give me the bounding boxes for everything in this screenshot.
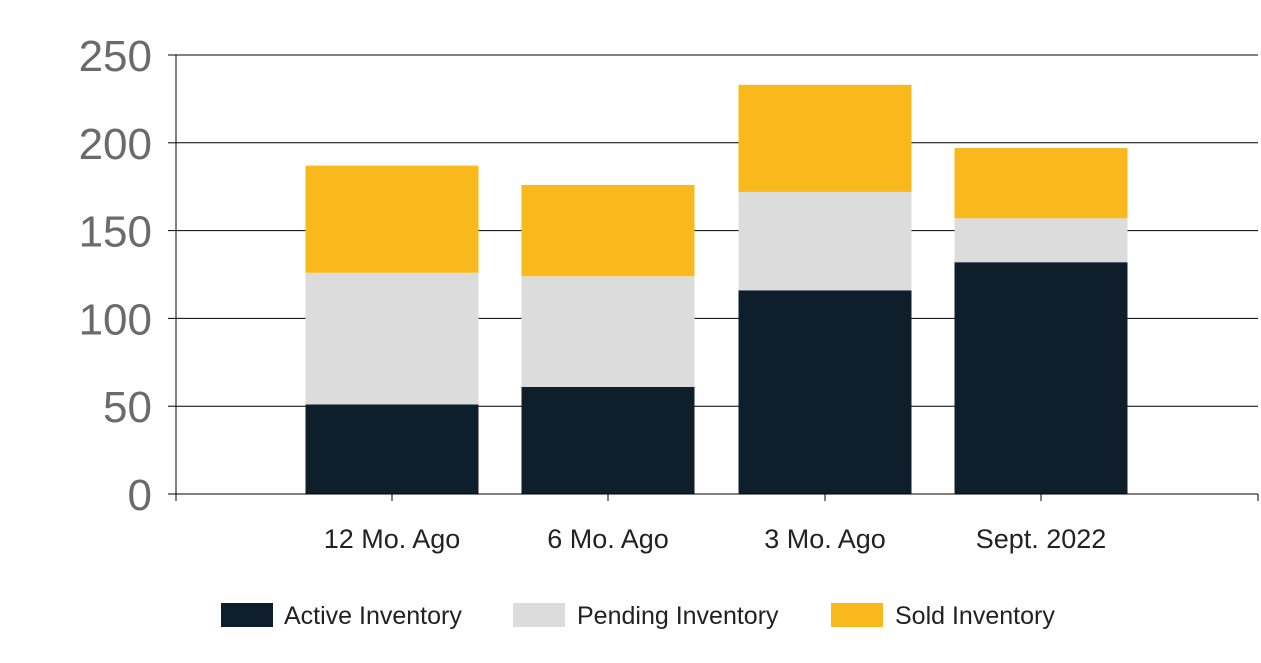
legend-swatch [221,603,273,627]
bar-sold-inventory [954,148,1128,219]
bar-sold-inventory [738,84,912,192]
y-tick-label: 50 [103,383,152,432]
legend: Active Inventory Pending Inventory Sold In… [221,602,1055,630]
x-tick-label: Sept. 2022 [976,524,1107,554]
y-tick-labels: 0 50 100 150 200 250 [79,32,152,520]
x-tick-label: 3 Mo. Ago [764,524,886,554]
x-tick-labels: 12 Mo. Ago 6 Mo. Ago 3 Mo. Ago Sept. 2022 [324,524,1107,554]
y-tick-label: 0 [128,471,152,520]
legend-label: Active Inventory [284,602,462,630]
y-tick-label: 200 [79,120,152,169]
bar-pending-inventory [521,276,695,387]
bars [305,84,1128,494]
bar-pending-inventory [305,272,479,405]
legend-label: Pending Inventory [577,602,779,630]
bar-sold-inventory [305,165,479,273]
bar-active-inventory [305,404,479,494]
bar-sold-inventory [521,184,695,277]
bar-active-inventory [954,262,1128,494]
bar-pending-inventory [738,191,912,291]
bar-active-inventory [738,290,912,494]
y-tick-label: 100 [79,295,152,344]
bar-active-inventory [521,386,695,494]
legend-label: Sold Inventory [895,602,1055,630]
x-tick-label: 12 Mo. Ago [324,524,461,554]
legend-swatch [513,603,565,627]
bar-pending-inventory [954,218,1128,263]
y-tick-label: 250 [79,32,152,81]
axes [168,54,1259,501]
legend-swatch [831,603,883,627]
y-tick-label: 150 [79,208,152,257]
x-tick-label: 6 Mo. Ago [547,524,669,554]
